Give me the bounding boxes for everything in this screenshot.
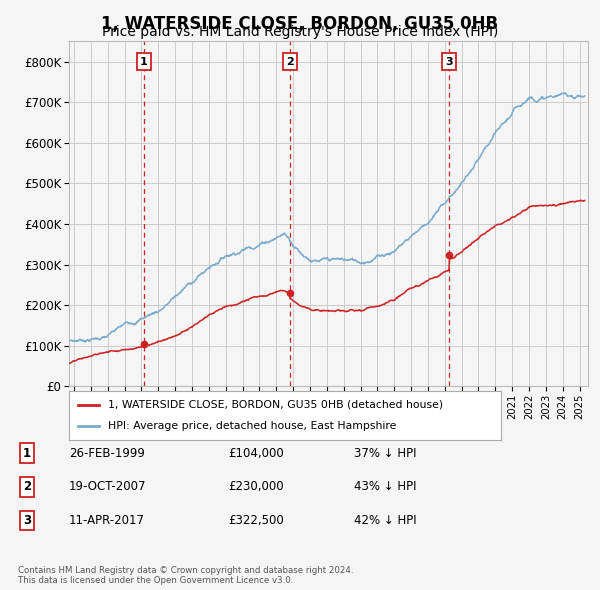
Text: £104,000: £104,000 bbox=[228, 447, 284, 460]
Text: Contains HM Land Registry data © Crown copyright and database right 2024.
This d: Contains HM Land Registry data © Crown c… bbox=[18, 566, 353, 585]
Text: 2: 2 bbox=[23, 480, 31, 493]
Text: 19-OCT-2007: 19-OCT-2007 bbox=[69, 480, 146, 493]
Text: 3: 3 bbox=[446, 57, 453, 67]
Text: 37% ↓ HPI: 37% ↓ HPI bbox=[354, 447, 416, 460]
Text: 26-FEB-1999: 26-FEB-1999 bbox=[69, 447, 145, 460]
Text: 11-APR-2017: 11-APR-2017 bbox=[69, 514, 145, 527]
Text: HPI: Average price, detached house, East Hampshire: HPI: Average price, detached house, East… bbox=[108, 421, 396, 431]
Text: 1: 1 bbox=[23, 447, 31, 460]
Text: 3: 3 bbox=[23, 514, 31, 527]
Text: Price paid vs. HM Land Registry's House Price Index (HPI): Price paid vs. HM Land Registry's House … bbox=[102, 25, 498, 40]
Text: £322,500: £322,500 bbox=[228, 514, 284, 527]
Text: £230,000: £230,000 bbox=[228, 480, 284, 493]
Text: 42% ↓ HPI: 42% ↓ HPI bbox=[354, 514, 416, 527]
Text: 1, WATERSIDE CLOSE, BORDON, GU35 0HB (detached house): 1, WATERSIDE CLOSE, BORDON, GU35 0HB (de… bbox=[108, 399, 443, 409]
Text: 1: 1 bbox=[140, 57, 148, 67]
Text: 2: 2 bbox=[286, 57, 293, 67]
Text: 43% ↓ HPI: 43% ↓ HPI bbox=[354, 480, 416, 493]
Text: 1, WATERSIDE CLOSE, BORDON, GU35 0HB: 1, WATERSIDE CLOSE, BORDON, GU35 0HB bbox=[101, 15, 499, 33]
